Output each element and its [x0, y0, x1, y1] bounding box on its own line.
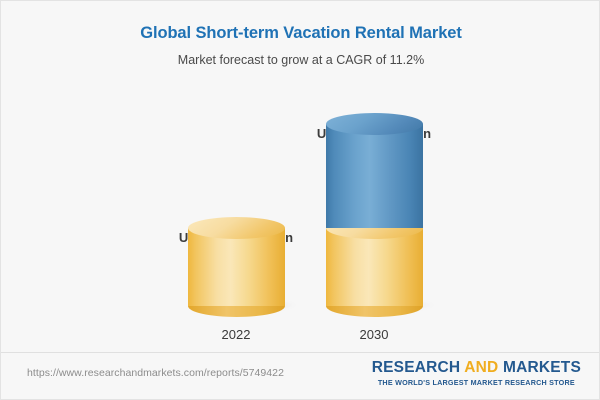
bar-cylinder-2022[interactable]: [188, 217, 285, 317]
category-label-2022: 2022: [221, 327, 251, 342]
brand-logo[interactable]: RESEARCH AND MARKETS THE WORLD'S LARGEST…: [372, 359, 581, 388]
footer: https://www.researchandmarkets.com/repor…: [1, 353, 599, 399]
brand-word-markets: MARKETS: [502, 359, 581, 376]
brand-word-and: AND: [464, 359, 499, 376]
cylinder-top-cap: [188, 217, 285, 239]
bar-segment-base-2022[interactable]: [188, 217, 285, 317]
brand-word-research: RESEARCH: [371, 359, 461, 376]
footer-divider: [1, 352, 599, 353]
bar-cylinder-2030[interactable]: [326, 113, 423, 317]
cylinder-body: [326, 124, 423, 228]
bar-segment-growth-2030[interactable]: [326, 113, 423, 228]
page-title: Global Short-term Vacation Rental Market: [140, 24, 462, 42]
chart-plot-area: USD 109.76 Billion 2022 USD 256.31 Billi…: [1, 87, 599, 342]
chart-header: Global Short-term Vacation Rental Market…: [1, 1, 599, 69]
cylinder-top-cap: [326, 113, 423, 135]
source-url-link[interactable]: https://www.researchandmarkets.com/repor…: [27, 367, 284, 379]
cylinder-body: [326, 228, 423, 306]
brand-name: RESEARCH AND MARKETS: [372, 359, 581, 376]
chart-subtitle: Market forecast to grow at a CAGR of 11.…: [177, 53, 425, 67]
category-label-2030: 2030: [359, 327, 389, 342]
brand-tagline: THE WORLD'S LARGEST MARKET RESEARCH STOR…: [377, 378, 575, 387]
bar-segment-base-2030[interactable]: [326, 217, 423, 317]
cylinder-body: [188, 228, 285, 306]
